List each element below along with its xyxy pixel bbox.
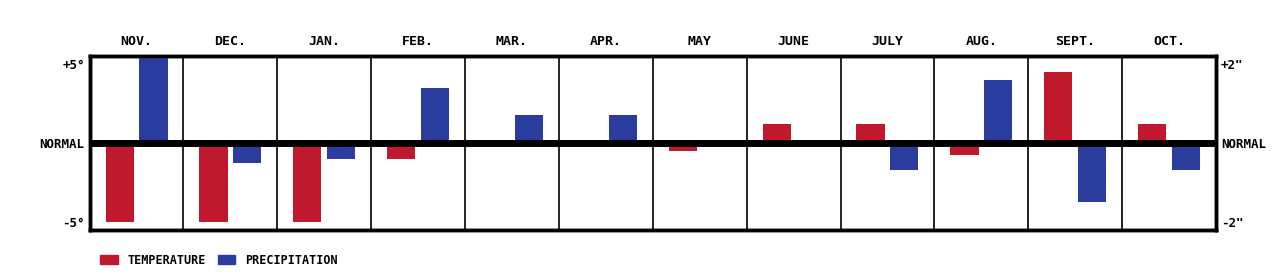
Legend: TEMPERATURE, PRECIPITATION: TEMPERATURE, PRECIPITATION — [96, 249, 342, 271]
Text: MAR.: MAR. — [497, 35, 529, 48]
Bar — [1078, 143, 1106, 202]
Bar — [609, 115, 637, 143]
Text: FEB.: FEB. — [402, 35, 434, 48]
Bar — [515, 115, 543, 143]
Text: NOV.: NOV. — [120, 35, 152, 48]
Text: AUG.: AUG. — [965, 35, 997, 48]
Bar — [668, 143, 696, 151]
Bar — [328, 143, 356, 158]
Bar — [387, 143, 415, 158]
Bar — [105, 143, 133, 222]
Text: JUNE: JUNE — [778, 35, 810, 48]
Bar — [891, 143, 919, 171]
Bar — [140, 56, 168, 143]
Bar — [856, 124, 884, 143]
Bar — [200, 143, 228, 222]
Text: APR.: APR. — [590, 35, 622, 48]
Bar — [421, 88, 449, 143]
Bar — [984, 80, 1012, 143]
Bar — [293, 143, 321, 222]
Bar — [763, 124, 791, 143]
Bar — [233, 143, 261, 162]
Bar — [950, 143, 978, 155]
Text: MAY: MAY — [687, 35, 712, 48]
Text: DEC.: DEC. — [214, 35, 246, 48]
Bar — [1044, 72, 1073, 143]
Bar — [1172, 143, 1201, 171]
Text: OCT.: OCT. — [1153, 35, 1185, 48]
Text: JAN.: JAN. — [308, 35, 340, 48]
Text: JULY: JULY — [872, 35, 904, 48]
Bar — [1138, 124, 1166, 143]
Text: SEPT.: SEPT. — [1055, 35, 1096, 48]
